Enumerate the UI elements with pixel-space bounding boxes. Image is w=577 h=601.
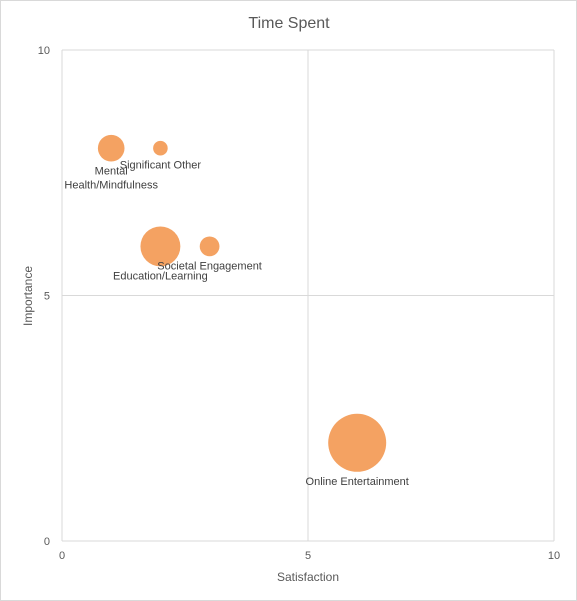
grid xyxy=(61,49,555,542)
bubble-label: Societal Engagement xyxy=(157,260,262,272)
bubble-label: Online Entertainment xyxy=(306,476,409,488)
bubble-label: Education/Learning xyxy=(113,270,208,282)
bubble-label: Significant Other xyxy=(120,159,202,171)
y-tick-label: 5 xyxy=(44,291,50,303)
bubble-mental-health-mindfulness xyxy=(97,134,125,162)
bubble-significant-other xyxy=(153,140,168,156)
bubble-societal-engagement xyxy=(199,236,220,257)
bubble-education-learning xyxy=(140,226,181,267)
x-axis-title: Satisfaction xyxy=(277,570,339,584)
bubble-online-entertainment xyxy=(328,413,387,472)
y-axis-title: Importance xyxy=(21,266,35,326)
tick-labels: 0 5 10 0 5 10 xyxy=(38,45,560,562)
x-tick-label: 0 xyxy=(59,550,65,562)
bubbles xyxy=(97,134,387,472)
x-tick-label: 5 xyxy=(305,550,311,562)
bubble-label: Mental Health/Mindfulness xyxy=(64,166,158,192)
chart-title: Time Spent xyxy=(248,15,330,32)
x-tick-label: 10 xyxy=(548,550,560,562)
y-tick-label: 0 xyxy=(44,536,50,548)
y-tick-label: 10 xyxy=(38,45,50,57)
